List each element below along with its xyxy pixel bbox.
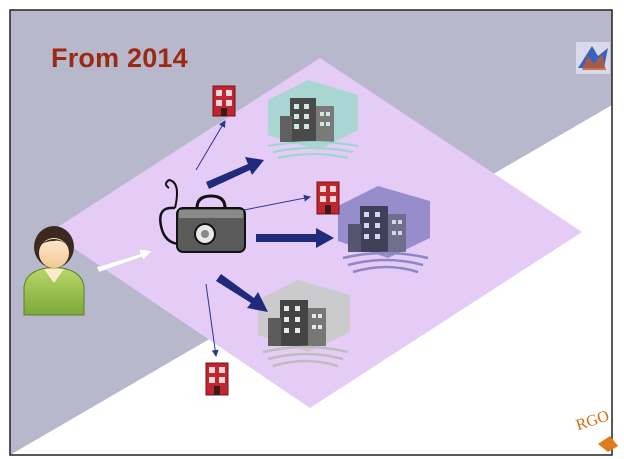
slide-title: From 2014 bbox=[51, 43, 188, 73]
hospital-middle-icon bbox=[338, 186, 430, 274]
clinic-middle-icon bbox=[316, 181, 340, 215]
thick-arrow-hospital-top bbox=[206, 157, 264, 189]
rgo-logo-diamond-icon bbox=[598, 436, 618, 452]
person-icon bbox=[23, 226, 85, 316]
stethoscope-bag-icon bbox=[159, 178, 246, 253]
thin-arrow-clinic-middle bbox=[243, 194, 311, 211]
clinic-bottom-icon bbox=[205, 362, 229, 396]
clinic-top-icon bbox=[212, 85, 236, 117]
corner-logo-icon bbox=[576, 42, 610, 74]
thick-arrow-hospital-middle bbox=[256, 228, 334, 248]
thin-arrow-clinic-bottom bbox=[205, 283, 219, 357]
hospital-top-icon bbox=[267, 80, 359, 159]
white-arrow-patient-to-gp bbox=[96, 248, 153, 273]
thick-arrow-hospital-bottom bbox=[216, 274, 268, 312]
thin-arrow-clinic-top bbox=[195, 120, 226, 171]
hospital-bottom-icon bbox=[258, 280, 350, 368]
slide-border bbox=[9, 9, 613, 456]
